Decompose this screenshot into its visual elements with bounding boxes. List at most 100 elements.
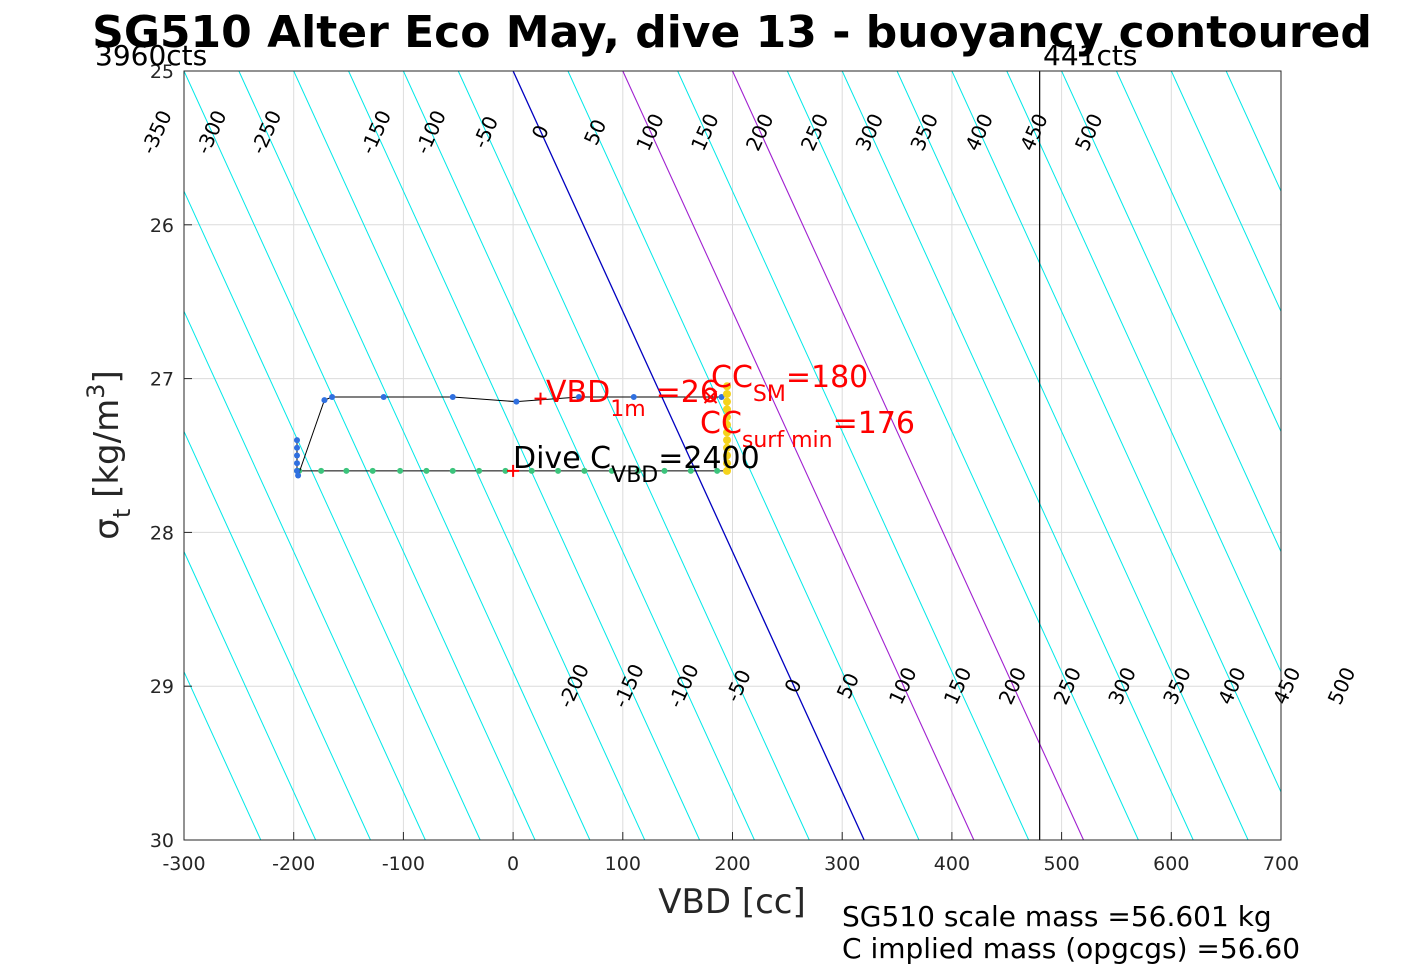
descent-point <box>369 467 376 474</box>
descent-point <box>581 467 588 474</box>
y-tick-label: 25 <box>150 61 174 83</box>
ascent-point <box>293 460 300 467</box>
buoyancy-contour-line <box>457 71 810 840</box>
ascent-point <box>449 394 456 401</box>
surface-point <box>723 428 732 437</box>
footer-implied-mass: C implied mass (opgcgs) =56.60 <box>842 932 1301 965</box>
annotation-cc-surf-min: CCsurf min=176 <box>700 406 915 453</box>
y-tick-label: 29 <box>150 676 174 698</box>
ascent-point <box>321 397 328 404</box>
descent-point <box>635 467 642 474</box>
buoyancy-contour-line <box>841 71 1194 840</box>
x-tick-label: -200 <box>272 853 315 875</box>
ascent-point <box>575 394 582 401</box>
descent-point <box>449 467 456 474</box>
x-axis-label: VBD [cc] <box>658 882 806 922</box>
ascent-point <box>513 398 520 405</box>
descent-point <box>476 467 483 474</box>
surface-point <box>723 389 732 398</box>
descent-point <box>714 467 721 474</box>
x-tick-label: 400 <box>934 853 970 875</box>
annotation-vbd-1m: VBD1m =26 <box>546 375 719 422</box>
buoyancy-contour-line <box>951 71 1281 794</box>
descent-point <box>423 467 430 474</box>
buoyancy-chart: -350 -300 -250 -150 -100 -50 0 50 100 150 200 250 30… <box>82 7 1417 922</box>
plus-marker <box>534 392 547 405</box>
x-marker <box>703 390 718 404</box>
descent-point <box>343 467 350 474</box>
x-tick-label: 500 <box>1043 853 1079 875</box>
descent-point <box>502 467 509 474</box>
buoyancy-contour-line <box>1170 71 1281 313</box>
surface-point <box>723 436 732 445</box>
buoyancy-contour-line <box>677 71 1030 840</box>
ascent-point <box>293 452 300 459</box>
buoyancy-contour-line <box>184 310 426 840</box>
ascent-point <box>293 437 300 444</box>
ascent-point <box>293 467 300 474</box>
footer-scale-mass: SG510 scale mass =56.601 kg <box>842 900 1272 933</box>
descent-point <box>608 467 615 474</box>
buoyancy-contour-line <box>402 71 755 840</box>
buoyancy-contour-line <box>896 71 1249 840</box>
descent-point <box>555 467 562 474</box>
buoyancy-contour-line <box>1391 71 1417 840</box>
descent-point <box>661 467 668 474</box>
ascent-point <box>293 444 300 451</box>
data-series <box>293 382 732 479</box>
surface-point <box>723 459 732 468</box>
y-tick-label: 30 <box>150 830 174 852</box>
annotation-dive-c-vbd: Dive CVBD=2400 <box>513 441 760 488</box>
surface-point <box>723 420 732 429</box>
ascent-point <box>329 394 336 401</box>
y-tick-label: 27 <box>150 369 174 391</box>
surface-point <box>723 405 732 414</box>
surface-point <box>723 466 732 475</box>
markers <box>507 390 718 477</box>
y-tick-label: 28 <box>150 522 174 544</box>
count-label-right: 441cts <box>1043 39 1137 72</box>
contour-label: 500 <box>1323 663 1361 708</box>
buoyancy-contour-line <box>786 71 1139 840</box>
ascent-point <box>380 394 387 401</box>
surface-point <box>723 382 732 391</box>
buoyancy-contour-line <box>567 71 920 840</box>
x-tick-label: -300 <box>162 853 205 875</box>
ascent-point <box>630 394 637 401</box>
buoyancy-contour-line <box>622 71 975 840</box>
axis-ticks: -300 -200 -100 0 100 200 300 400 500 600 700 25 26 27… <box>150 61 1299 875</box>
contour-label: -350 <box>136 106 177 157</box>
chart-title: SG510 Alter Eco May, dive 13 - buoyancy … <box>92 7 1372 58</box>
buoyancy-contour-line <box>1280 71 1281 73</box>
surface-point <box>723 443 732 452</box>
x-tick-label: 200 <box>714 853 750 875</box>
buoyancy-contour-line <box>1115 71 1281 433</box>
x-tick-label: 0 <box>507 853 519 875</box>
surface-point <box>723 397 732 406</box>
buoyancy-contour-line <box>184 550 317 840</box>
x-tick-label: 300 <box>824 853 860 875</box>
buoyancy-contour-line <box>1006 71 1281 673</box>
buoyancy-contour-line <box>1336 71 1417 840</box>
x-tick-label: 700 <box>1263 853 1299 875</box>
buoyancy-contour-line <box>348 71 701 840</box>
buoyancy-contour-line <box>731 71 1085 840</box>
surface-point <box>723 413 732 422</box>
descent-point <box>528 467 535 474</box>
buoyancy-contour-line <box>238 71 591 840</box>
buoyancy-contour-line <box>184 71 536 840</box>
annotation-cc-sm: CCSM=180 <box>711 360 868 407</box>
descent-point <box>318 467 325 474</box>
descent-point <box>397 467 404 474</box>
x-tick-label: -100 <box>382 853 425 875</box>
x-tick-label: 600 <box>1153 853 1189 875</box>
count-label-left: 3960cts <box>95 39 207 72</box>
plus-marker <box>507 464 520 477</box>
buoyancy-contour-line <box>512 71 865 840</box>
ascent-point <box>295 472 302 479</box>
y-axis-label: σt [kg/m3] <box>82 370 136 539</box>
buoyancy-contours <box>184 71 1417 840</box>
y-tick-label: 26 <box>150 215 174 237</box>
surface-point <box>723 451 732 460</box>
buoyancy-contour-line <box>184 670 262 840</box>
